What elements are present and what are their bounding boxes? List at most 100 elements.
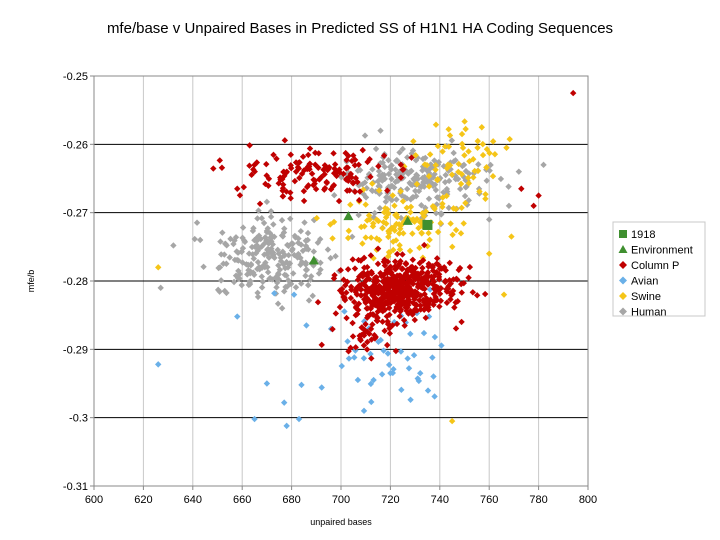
human-point <box>505 202 513 210</box>
human-point <box>247 262 255 269</box>
human-point <box>278 217 286 224</box>
human-point <box>304 281 312 289</box>
column-p-point <box>354 276 362 284</box>
avian-point <box>407 330 414 338</box>
swine-point <box>385 229 393 237</box>
column-p-point <box>306 160 314 167</box>
human-point <box>310 248 318 255</box>
column-p-point <box>419 285 427 292</box>
human-point <box>382 198 389 205</box>
column-p-point <box>393 288 401 296</box>
column-p-point <box>216 157 223 164</box>
swine-point <box>396 242 403 249</box>
human-point <box>254 247 262 254</box>
swine-point <box>400 218 407 226</box>
human-point <box>268 249 275 257</box>
swine-point <box>441 143 449 150</box>
column-p-point <box>367 305 374 312</box>
human-point <box>304 229 312 237</box>
human-point <box>444 188 451 195</box>
column-p-point <box>305 151 312 159</box>
column-p-point <box>408 154 415 161</box>
human-point <box>354 167 362 174</box>
swine-point <box>452 205 460 213</box>
swine-point <box>359 240 366 247</box>
human-point <box>371 209 378 217</box>
human-point <box>414 175 422 183</box>
swine-point <box>389 192 396 199</box>
human-point <box>251 237 258 244</box>
human-point <box>438 211 445 218</box>
y-tick-label: -0.26 <box>63 139 88 151</box>
column-p-point <box>442 267 449 274</box>
column-p-point <box>369 292 376 299</box>
gridlines <box>94 76 588 486</box>
x-tick-label: 780 <box>529 494 547 506</box>
column-p-point <box>409 271 416 279</box>
column-p-point <box>280 181 287 188</box>
column-p-point <box>306 145 314 152</box>
swine-point <box>396 246 404 253</box>
human-point <box>315 270 323 277</box>
column-p-point <box>417 292 424 299</box>
column-p-point <box>399 251 406 258</box>
human-point <box>385 194 393 202</box>
swine-point <box>466 158 473 165</box>
swine-point <box>452 226 460 234</box>
column-p-point <box>395 262 402 269</box>
human-point <box>273 284 280 291</box>
column-p-point <box>396 300 404 307</box>
swine-point <box>429 203 437 210</box>
legend-diamond-marker <box>619 307 627 316</box>
column-p-point <box>364 314 371 321</box>
swine-point <box>413 180 421 188</box>
y-tick-label: -0.3 <box>69 413 88 425</box>
human-point <box>281 271 288 278</box>
column-p-point <box>420 299 428 306</box>
human-point <box>376 172 383 179</box>
swine-point <box>457 230 465 237</box>
x-tick-label: 760 <box>480 494 498 506</box>
swine-point <box>445 143 453 150</box>
column-p-point <box>240 183 247 191</box>
column-p-point <box>379 307 387 315</box>
column-p-point <box>380 152 388 159</box>
column-p-series <box>210 89 577 362</box>
human-point <box>267 234 274 241</box>
human-point <box>442 171 449 179</box>
data-points <box>155 89 577 430</box>
column-p-point <box>330 181 338 189</box>
column-p-point <box>364 269 372 277</box>
human-point <box>432 186 440 194</box>
human-point <box>241 238 249 246</box>
swine-point <box>367 234 375 241</box>
human-point <box>302 261 310 268</box>
human-point <box>214 286 222 294</box>
avian-point <box>367 380 375 388</box>
human-point <box>379 159 386 166</box>
human-point <box>264 225 271 232</box>
swine-point <box>375 187 383 194</box>
human-point <box>385 170 393 178</box>
avian-point <box>404 355 411 362</box>
human-point <box>462 184 469 191</box>
swine-point <box>443 192 450 200</box>
human-point <box>377 127 384 134</box>
swine-point <box>437 220 444 227</box>
human-point <box>460 161 468 169</box>
human-point <box>297 261 304 268</box>
human-point <box>256 266 263 273</box>
column-p-point <box>246 162 253 169</box>
human-point <box>216 264 224 271</box>
swine-point <box>385 253 392 260</box>
swine-point <box>434 142 442 150</box>
column-p-point <box>405 276 413 284</box>
human-point <box>223 289 230 297</box>
column-p-point <box>351 265 359 272</box>
human-point <box>324 246 332 253</box>
column-p-point <box>414 280 422 288</box>
column-p-point <box>391 283 399 291</box>
human-point <box>409 194 416 201</box>
human-point <box>276 266 284 273</box>
avian-point <box>424 387 432 394</box>
